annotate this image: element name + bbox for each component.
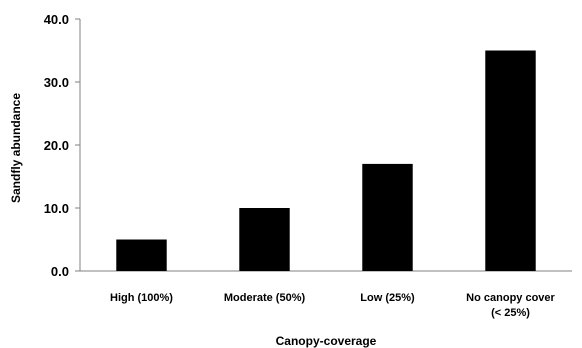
y-axis: 0.0 10.0 20.0 30.0 40.0 bbox=[44, 12, 81, 279]
y-axis-title: Sandfly abundance bbox=[9, 93, 23, 203]
bar bbox=[485, 50, 536, 271]
bar bbox=[362, 163, 413, 271]
x-axis-title: Canopy-coverage bbox=[276, 334, 377, 348]
y-tick-label: 0.0 bbox=[51, 264, 69, 279]
category-labels: High (100%) Moderate (50%) Low (25%) No can… bbox=[110, 292, 556, 319]
y-tick-label: 10.0 bbox=[44, 201, 69, 216]
y-tick-label: 20.0 bbox=[44, 138, 69, 153]
x-tick-label: Moderate (50%) bbox=[224, 292, 306, 304]
y-tick-label: 30.0 bbox=[44, 75, 69, 90]
x-tick-label: Low (25%) bbox=[360, 292, 415, 304]
x-tick-label: No canopy cover (< 25%) bbox=[466, 292, 555, 319]
bar bbox=[116, 239, 167, 271]
bar bbox=[239, 208, 290, 271]
bars bbox=[116, 50, 536, 271]
y-tick-label: 40.0 bbox=[44, 12, 69, 27]
x-tick-label: High (100%) bbox=[110, 292, 173, 304]
